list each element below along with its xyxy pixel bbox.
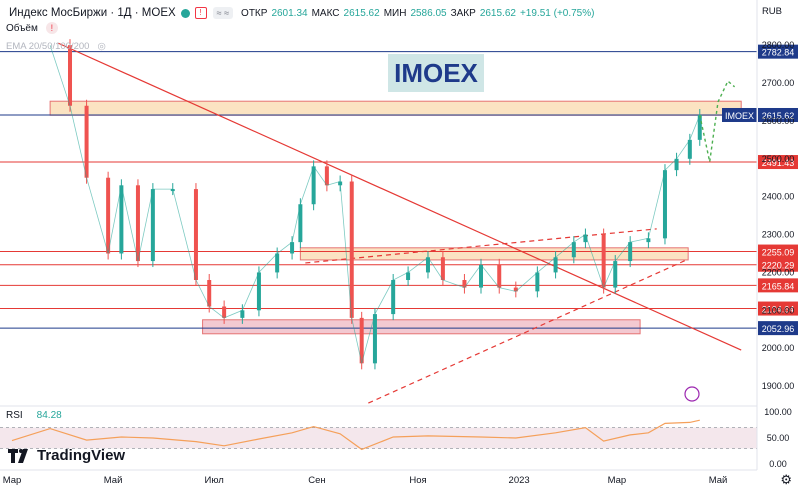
x-tick-label: 2023	[509, 475, 530, 486]
y-tick-label: 2100.00	[762, 305, 795, 315]
ohlc-value: 2615.62	[343, 7, 380, 19]
price-label-text: 2782.84	[762, 48, 795, 58]
x-tick-label: Май	[104, 475, 123, 486]
bolt-icon	[684, 386, 700, 402]
chart-header: Индекс МосБиржи · 1Д · MOEX ! ≈ ≈ ОТКР 26…	[6, 4, 594, 22]
tradingview-icon	[8, 448, 28, 463]
volume-legend: Объём !	[6, 22, 58, 34]
y-tick-label: 2600.00	[762, 116, 795, 126]
ohlc-key: ОТКР	[241, 7, 268, 19]
ohlc-key: ЗАКР	[450, 7, 476, 19]
x-tick-label: Мар	[3, 475, 22, 486]
symbol-title[interactable]: Индекс МосБиржи · 1Д · MOEX	[9, 7, 176, 19]
y-tick-label: 2200.00	[762, 267, 795, 277]
rsi-line	[11, 419, 700, 451]
eye-icon[interactable]: ◎	[97, 41, 106, 52]
rsi-value: 84.28	[36, 410, 62, 421]
volume-label[interactable]: Объём	[6, 22, 38, 34]
price-label	[758, 257, 798, 272]
y-tick-label: 1900.00	[762, 381, 795, 391]
x-tick-label: Мар	[608, 475, 627, 486]
rsi-legend: RSI 84.28	[6, 410, 62, 421]
ema-legend: EMA 20/50/100/200 ◎	[6, 41, 106, 52]
ohlc-key: МАКС	[311, 7, 340, 19]
price-label	[758, 278, 798, 293]
market-status-icon	[180, 8, 190, 18]
brand-name: TradingView	[37, 447, 126, 464]
ohlc-value: 2601.34	[271, 7, 308, 19]
trendline	[58, 42, 742, 351]
watermark-text: IMOEX	[394, 58, 478, 88]
rsi-label[interactable]: RSI	[6, 410, 23, 421]
price-label	[758, 321, 798, 336]
y-tick-label: 2700.00	[762, 78, 795, 88]
zone	[49, 100, 742, 116]
x-tick-label: Сен	[308, 475, 325, 486]
series-tag-text: IMOEX	[725, 111, 754, 121]
trendline	[305, 228, 657, 264]
y-tick-label: 2800.00	[762, 40, 795, 50]
watermark-box	[388, 54, 484, 92]
x-tick-label: Май	[709, 475, 728, 486]
y-tick-label: 2300.00	[762, 230, 795, 240]
price-label-text: 2255.09	[762, 248, 795, 258]
price-label-text: 2615.62	[762, 111, 795, 121]
price-label	[758, 155, 798, 170]
bell-icon[interactable]: !	[194, 7, 207, 19]
rsi-tick-label: 100.00	[764, 407, 792, 417]
ohlc-value: 2615.62	[479, 7, 516, 19]
x-tick-label: Июл	[205, 475, 224, 486]
ohlc-values: ОТКР 2601.34 МАКС 2615.62 МИН 2586.05 ЗАКР 2615…	[241, 8, 594, 19]
price-label-text: 2104.64	[762, 305, 795, 315]
ohlc-value: 2586.05	[410, 7, 447, 19]
price-label	[758, 44, 798, 59]
forecast-path	[699, 79, 736, 162]
currency-label[interactable]: RUB	[761, 6, 782, 17]
ema-label[interactable]: EMA 20/50/100/200	[6, 41, 90, 52]
price-label-text: 2220.29	[762, 261, 795, 271]
ohlc-value: +19.51 (+0.75%)	[519, 7, 595, 19]
series-tag	[722, 107, 757, 122]
y-tick-label: 2500.00	[762, 154, 795, 164]
price-line	[49, 45, 701, 364]
rsi-band	[0, 427, 757, 449]
trendline	[368, 258, 689, 404]
ohlc-key: МИН	[383, 7, 407, 19]
price-label	[758, 244, 798, 259]
price-label-text: 2052.96	[762, 324, 795, 334]
price-label	[758, 107, 798, 122]
warning-icon[interactable]: !	[45, 22, 58, 34]
compare-toggle[interactable]: ≈ ≈	[212, 7, 234, 19]
y-tick-label: 2400.00	[762, 192, 795, 202]
price-label-text: 2165.84	[762, 281, 795, 291]
zone	[202, 319, 641, 335]
gear-icon[interactable]: ⚙	[780, 472, 792, 487]
price-label	[758, 301, 798, 316]
price-label-text: 2491.43	[762, 158, 795, 168]
tradingview-logo[interactable]: TradingView	[8, 447, 125, 464]
y-tick-label: 2000.00	[762, 343, 795, 353]
x-tick-label: Ноя	[409, 475, 426, 486]
rsi-tick-label: 0.00	[769, 459, 787, 469]
rsi-tick-label: 50.00	[767, 433, 790, 443]
